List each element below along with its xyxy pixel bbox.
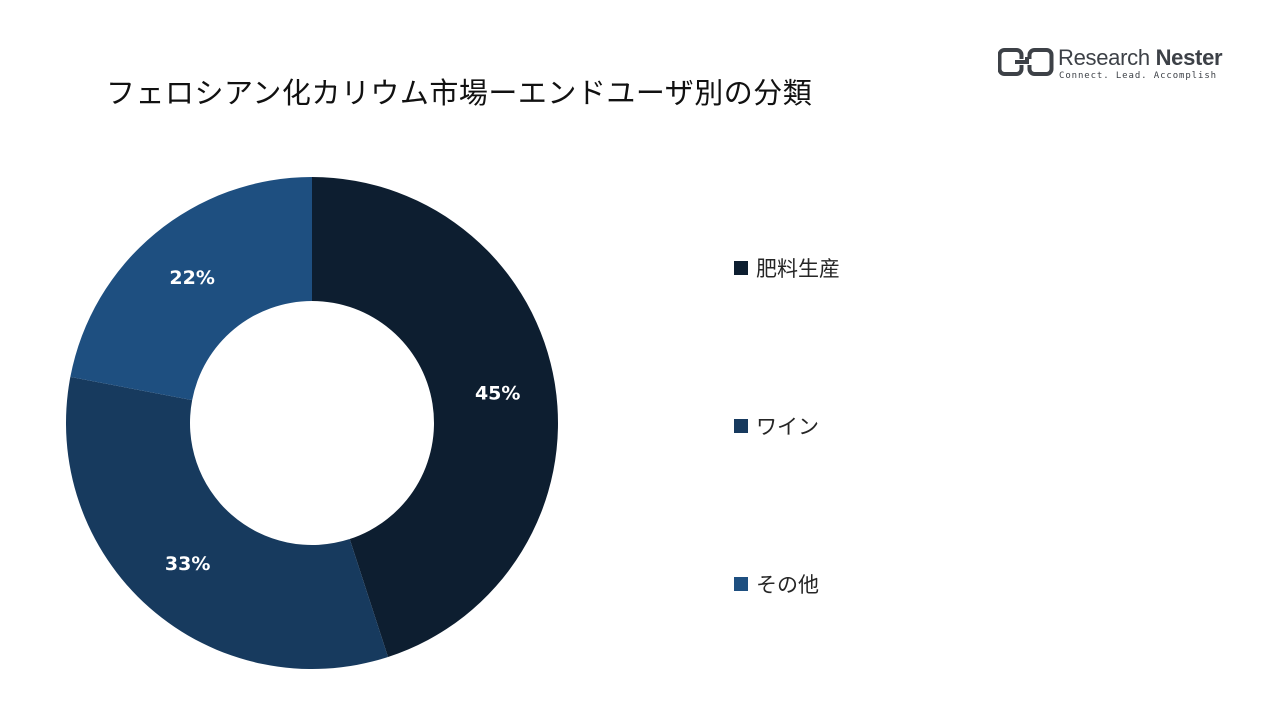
data-label: 45%: [475, 383, 520, 405]
donut-slice: [70, 177, 313, 401]
legend-swatch: [734, 419, 748, 433]
logo-name-regular: Research: [1058, 45, 1156, 70]
logo-tagline: Connect. Lead. Accomplish: [1059, 71, 1217, 81]
donut-slice: [66, 376, 389, 669]
data-label: 22%: [169, 267, 214, 289]
research-nester-logo: Research Nester Connect. Lead. Accomplis…: [998, 44, 1223, 84]
legend-label: 肥料生産: [756, 257, 840, 281]
legend-swatch: [734, 261, 748, 275]
logo-mark-icon: [998, 48, 1054, 76]
logo-name-bold: Nester: [1155, 45, 1223, 70]
legend-label: その他: [756, 573, 819, 597]
legend-item: ワイン: [734, 411, 819, 441]
donut-chart: 45% 33% 22%: [66, 177, 558, 669]
logo-name: Research Nester: [1058, 45, 1223, 71]
data-label: 33%: [165, 553, 210, 575]
legend-item: その他: [734, 569, 819, 599]
donut-slice: [312, 177, 558, 657]
legend-label: ワイン: [756, 415, 819, 439]
chart-title: フェロシアン化カリウム市場ーエンドユーザ別の分類: [106, 76, 813, 110]
legend-swatch: [734, 577, 748, 591]
legend-item: 肥料生産: [734, 253, 840, 283]
